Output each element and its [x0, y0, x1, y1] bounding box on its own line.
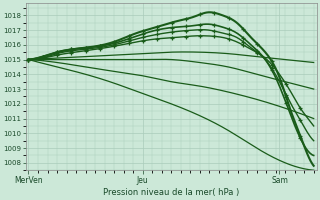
X-axis label: Pression niveau de la mer( hPa ): Pression niveau de la mer( hPa ): [103, 188, 239, 197]
